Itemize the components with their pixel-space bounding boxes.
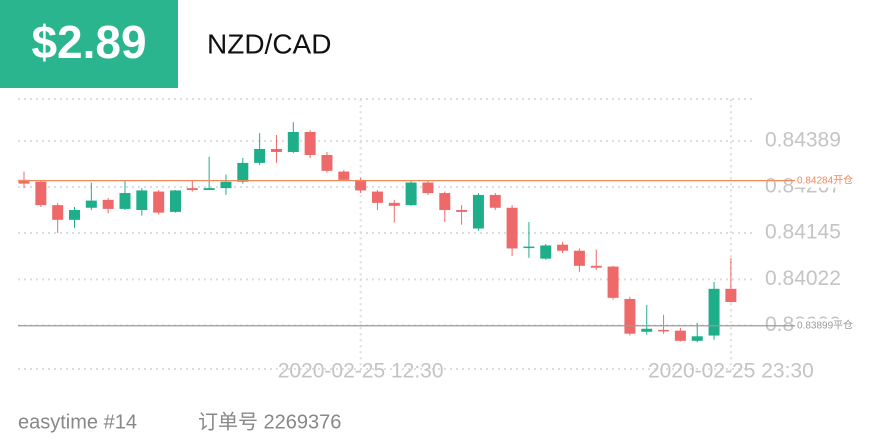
candle-body — [270, 148, 282, 152]
profit: $2.89 — [31, 16, 146, 68]
candle-body — [388, 202, 400, 206]
y-tick-label: 0.84389 — [765, 129, 841, 152]
candle-body — [355, 179, 367, 191]
candle-body — [456, 210, 468, 212]
candle-body — [321, 154, 333, 171]
candle-body — [607, 266, 619, 298]
candle-body — [691, 336, 703, 341]
profit-badge — [0, 0, 178, 88]
candle-body — [557, 244, 569, 251]
candle-body — [52, 205, 64, 220]
candle-body — [35, 181, 47, 206]
candle-body — [540, 245, 552, 259]
candle-body — [658, 329, 670, 332]
y-tick-label: 0.84022 — [765, 267, 841, 290]
candle-body — [237, 162, 249, 182]
candle-body — [725, 288, 737, 302]
candle-body — [674, 330, 686, 341]
candle-body — [102, 199, 114, 209]
candle-body — [119, 193, 131, 209]
candle-body — [338, 171, 350, 180]
candle-body — [136, 190, 148, 211]
x-tick-label: 2020-02-25 12:30 — [278, 360, 444, 383]
candle-body — [405, 182, 417, 206]
order-number: 订单号 2269376 — [198, 410, 341, 433]
candle-body — [371, 191, 383, 203]
reference-label-bg — [795, 173, 857, 188]
candle-body — [472, 194, 484, 229]
candle-body — [523, 246, 535, 249]
candle-body — [85, 200, 97, 208]
reference-label: 0.83899平仓 — [797, 318, 853, 331]
x-tick-label: 2020-02-25 23:30 — [648, 360, 814, 383]
candle-body — [169, 190, 181, 212]
candle-body — [708, 288, 720, 336]
candle-body — [220, 181, 232, 189]
candle-body — [590, 265, 602, 268]
candle-body — [254, 148, 266, 163]
candle-body — [18, 179, 30, 184]
candle-body — [186, 188, 198, 191]
candle-body — [573, 250, 585, 266]
account: easytime #14 — [18, 411, 137, 433]
candle-body — [304, 131, 316, 155]
reference-label: 0.84284开仓 — [797, 173, 853, 186]
candle-body — [641, 328, 653, 332]
candle-body — [439, 193, 451, 211]
candle-body — [69, 210, 81, 220]
candle-body — [203, 188, 215, 191]
candle-body — [506, 207, 518, 249]
y-tick-label: 0.84145 — [765, 221, 841, 244]
candle-body — [287, 131, 299, 152]
candle-body — [489, 194, 501, 208]
reference-label-bg — [795, 318, 857, 333]
candle-body — [153, 191, 165, 213]
candle-body — [624, 298, 636, 334]
pair: NZD/CAD — [207, 28, 331, 59]
candle-body — [422, 182, 434, 194]
